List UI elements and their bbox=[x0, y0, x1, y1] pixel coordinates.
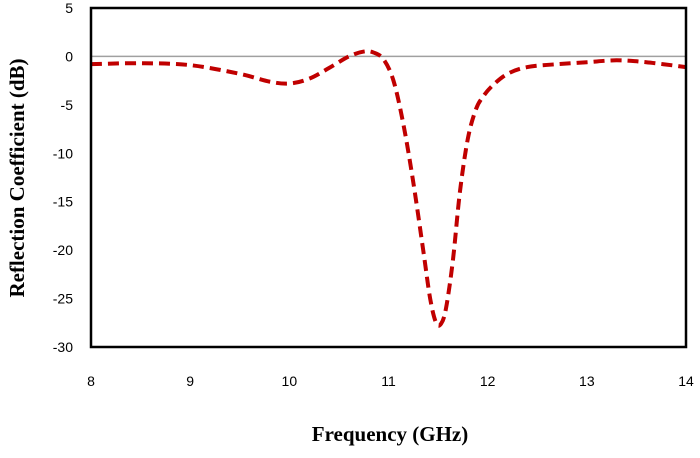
x-axis-title: Frequency (GHz) bbox=[312, 422, 469, 446]
plot-frame bbox=[89, 6, 688, 349]
x-tick-label: 9 bbox=[186, 373, 194, 389]
y-tick-label: 5 bbox=[65, 0, 73, 16]
series-line bbox=[90, 49, 687, 328]
y-tick-label: -15 bbox=[53, 194, 73, 210]
x-tick-label: 12 bbox=[480, 373, 496, 389]
y-tick-label: -30 bbox=[53, 339, 73, 355]
x-tick-label: 13 bbox=[579, 373, 595, 389]
x-tick-label: 14 bbox=[678, 373, 694, 389]
y-axis-title: Reflection Coefficient (dB) bbox=[5, 58, 29, 297]
y-tick-label: 0 bbox=[65, 48, 73, 64]
y-tick-label: -20 bbox=[53, 242, 73, 258]
y-tick-label: -10 bbox=[53, 145, 73, 161]
x-tick-label: 11 bbox=[381, 373, 396, 389]
y-tick-label: -25 bbox=[53, 291, 73, 307]
x-tick-label: 10 bbox=[282, 373, 298, 389]
x-tick-label: 8 bbox=[87, 373, 95, 389]
y-tick-label: -5 bbox=[61, 97, 74, 113]
